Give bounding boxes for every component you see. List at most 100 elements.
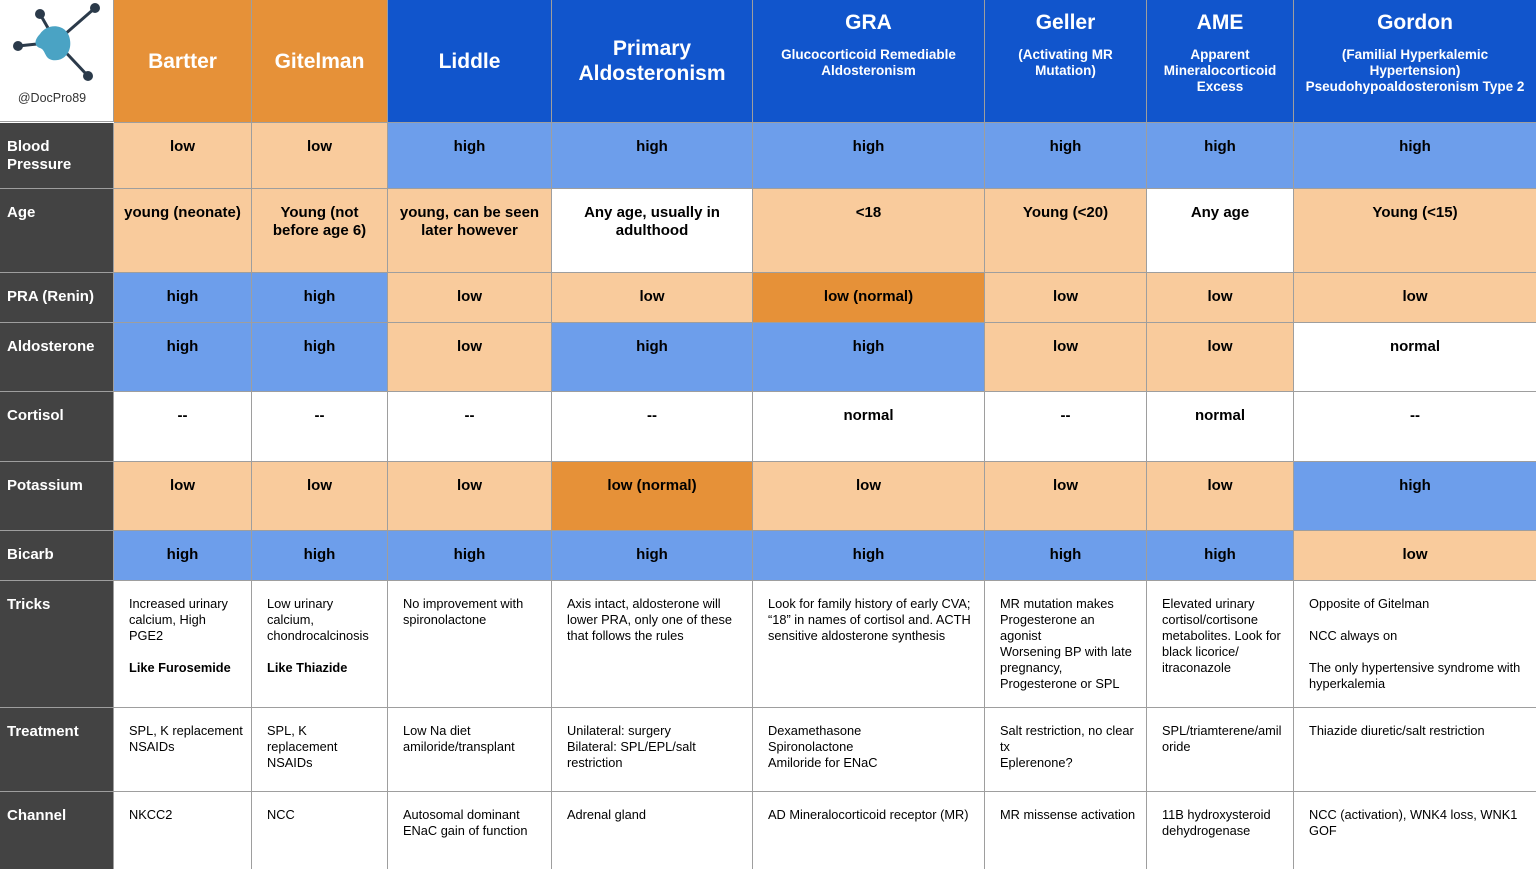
table-cell: NKCC2: [114, 792, 252, 869]
column-subtitle: Apparent Mineralocorticoid Excess: [1163, 47, 1277, 94]
table-cell: low: [252, 462, 388, 531]
cell-text: high: [453, 546, 486, 563]
table-cell: young (neonate): [114, 189, 252, 273]
header-cell: AME Apparent Mineralocorticoid Excess: [1147, 0, 1294, 123]
cell-line: AD Mineralocorticoid receptor (MR): [768, 807, 969, 822]
table-cell: high: [252, 323, 388, 392]
row-label: Aldosterone: [0, 323, 114, 392]
table-cell: high: [252, 531, 388, 581]
cell-paragraph: Low urinary calcium, chondrocalcinosis: [267, 596, 379, 644]
column-subtitle: (Familial Hyperkalemic Hypertension) Pse…: [1305, 47, 1525, 94]
table-cell: low: [252, 123, 388, 189]
cell-line: Worsening BP with late pregnancy, Proges…: [1000, 644, 1132, 691]
table-cell: Any age: [1147, 189, 1294, 273]
table-cell: low: [114, 123, 252, 189]
cell-text: normal: [843, 407, 894, 424]
table-cell: high: [1147, 531, 1294, 581]
table-cell: normal: [1294, 323, 1536, 392]
cell-text: --: [1410, 407, 1420, 424]
column-title: Bartter: [148, 49, 217, 73]
table-cell: Salt restriction, no clear tx Eplerenone?: [985, 708, 1147, 792]
cell-paragraph: SPL, K replacement NSAIDs: [267, 723, 379, 771]
cell-text: high: [1399, 477, 1431, 494]
table-cell: low: [1294, 531, 1536, 581]
cell-text: low: [1207, 338, 1233, 355]
column-title: GRA: [845, 11, 892, 34]
table-cell: NCC (activation), WNK4 loss, WNK1 GOF: [1294, 792, 1536, 869]
cell-paragraph: Increased urinary calcium, High PGE2: [129, 596, 243, 644]
cell-line: SPL, K replacement: [267, 723, 338, 754]
column-subtitle: Glucocorticoid Remediable Aldosteronism: [781, 47, 956, 78]
table-cell: Look for family history of early CVA; “1…: [753, 581, 985, 708]
cell-line: Opposite of Gitelman: [1309, 596, 1430, 611]
table-cell: low: [1294, 273, 1536, 323]
cell-emphasis: Like Furosemide: [129, 660, 231, 675]
cell-text: Any age, usually in adulthood: [584, 204, 720, 239]
cell-text: high: [852, 546, 885, 563]
cell-text: --: [314, 407, 325, 424]
table-cell: high: [114, 531, 252, 581]
cell-text: high: [636, 338, 668, 355]
logo: @DocPro89: [13, 3, 100, 105]
cell-paragraph: Autosomal dominant ENaC gain of function: [403, 807, 543, 839]
row-label: Cortisol: [0, 392, 114, 462]
header-cell: Bartter: [114, 0, 252, 123]
table-cell: Adrenal gland: [552, 792, 753, 869]
table-cell: Young (not before age 6): [252, 189, 388, 273]
cell-text: high: [166, 546, 199, 563]
cell-text: high: [303, 546, 336, 563]
cell-text: low: [1053, 338, 1078, 355]
table-cell: high: [552, 531, 753, 581]
table-cell: low (normal): [552, 462, 753, 531]
table-cell: low: [1147, 462, 1294, 531]
cell-line: NCC: [267, 807, 295, 822]
cell-line: Autosomal dominant ENaC gain of function: [403, 807, 528, 838]
row-label: Bicarb: [0, 531, 114, 581]
table-cell: high: [388, 123, 552, 189]
cell-text: low: [307, 477, 332, 494]
cell-line: amiloride/transplant: [403, 739, 515, 754]
table-cell: high: [985, 531, 1147, 581]
cell-text: Young (<20): [1022, 204, 1109, 221]
cell-line: Increased urinary calcium, High PGE2: [129, 596, 228, 643]
table-cell: Axis intact, aldosterone will lower PRA,…: [552, 581, 753, 708]
cell-text: high: [852, 338, 885, 355]
cell-text: low: [1053, 477, 1078, 494]
cell-paragraph: Adrenal gland: [567, 807, 744, 823]
cell-paragraph: No improvement with spironolactone: [403, 596, 543, 628]
row-label: Tricks: [0, 581, 114, 708]
cell-text: high: [1204, 546, 1236, 563]
cell-text: high: [166, 288, 199, 305]
table-cell: normal: [1147, 392, 1294, 462]
header-cell: GRA Glucocorticoid Remediable Aldosteroni…: [753, 0, 985, 123]
cell-paragraph: NCC: [267, 807, 379, 823]
cell-text: Young (<15): [1372, 204, 1458, 221]
table-cell: --: [388, 392, 552, 462]
cell-text: low: [856, 477, 881, 494]
cell-text: high: [1049, 546, 1082, 563]
cell-line: MR missense activation: [1000, 807, 1136, 822]
cell-line: MR mutation makes Progesterone an agonis…: [1000, 596, 1114, 643]
table-cell: SPL, K replacement NSAIDs: [252, 708, 388, 792]
cell-text: high: [1204, 138, 1236, 155]
cell-emphasis: Like Thiazide: [267, 660, 348, 675]
row-label: PRA (Renin): [0, 273, 114, 323]
cell-text: high: [636, 546, 668, 563]
cell-line: SPL, K replacement: [129, 723, 243, 738]
column-title: Geller: [1035, 11, 1096, 34]
cell-text: high: [303, 288, 336, 305]
cell-paragraph: NCC (activation), WNK4 loss, WNK1 GOF: [1309, 807, 1528, 839]
table-cell: low: [388, 323, 552, 392]
cell-text: low (normal): [823, 288, 914, 305]
table-cell: low: [753, 462, 985, 531]
table-cell: low: [1147, 273, 1294, 323]
cell-paragraph: 11B hydroxysteroid dehydrogenase: [1162, 807, 1285, 839]
cell-line: Bilateral: SPL/EPL/salt restriction: [567, 739, 696, 770]
cell-text: low: [1402, 546, 1428, 563]
table-cell: low: [388, 462, 552, 531]
table-cell: high: [388, 531, 552, 581]
table-cell: Low urinary calcium, chondrocalcinosis Li…: [252, 581, 388, 708]
cell-paragraph: Thiazide diuretic/salt restriction: [1309, 723, 1528, 739]
table-cell: Elevated urinary cortisol/cortisone meta…: [1147, 581, 1294, 708]
